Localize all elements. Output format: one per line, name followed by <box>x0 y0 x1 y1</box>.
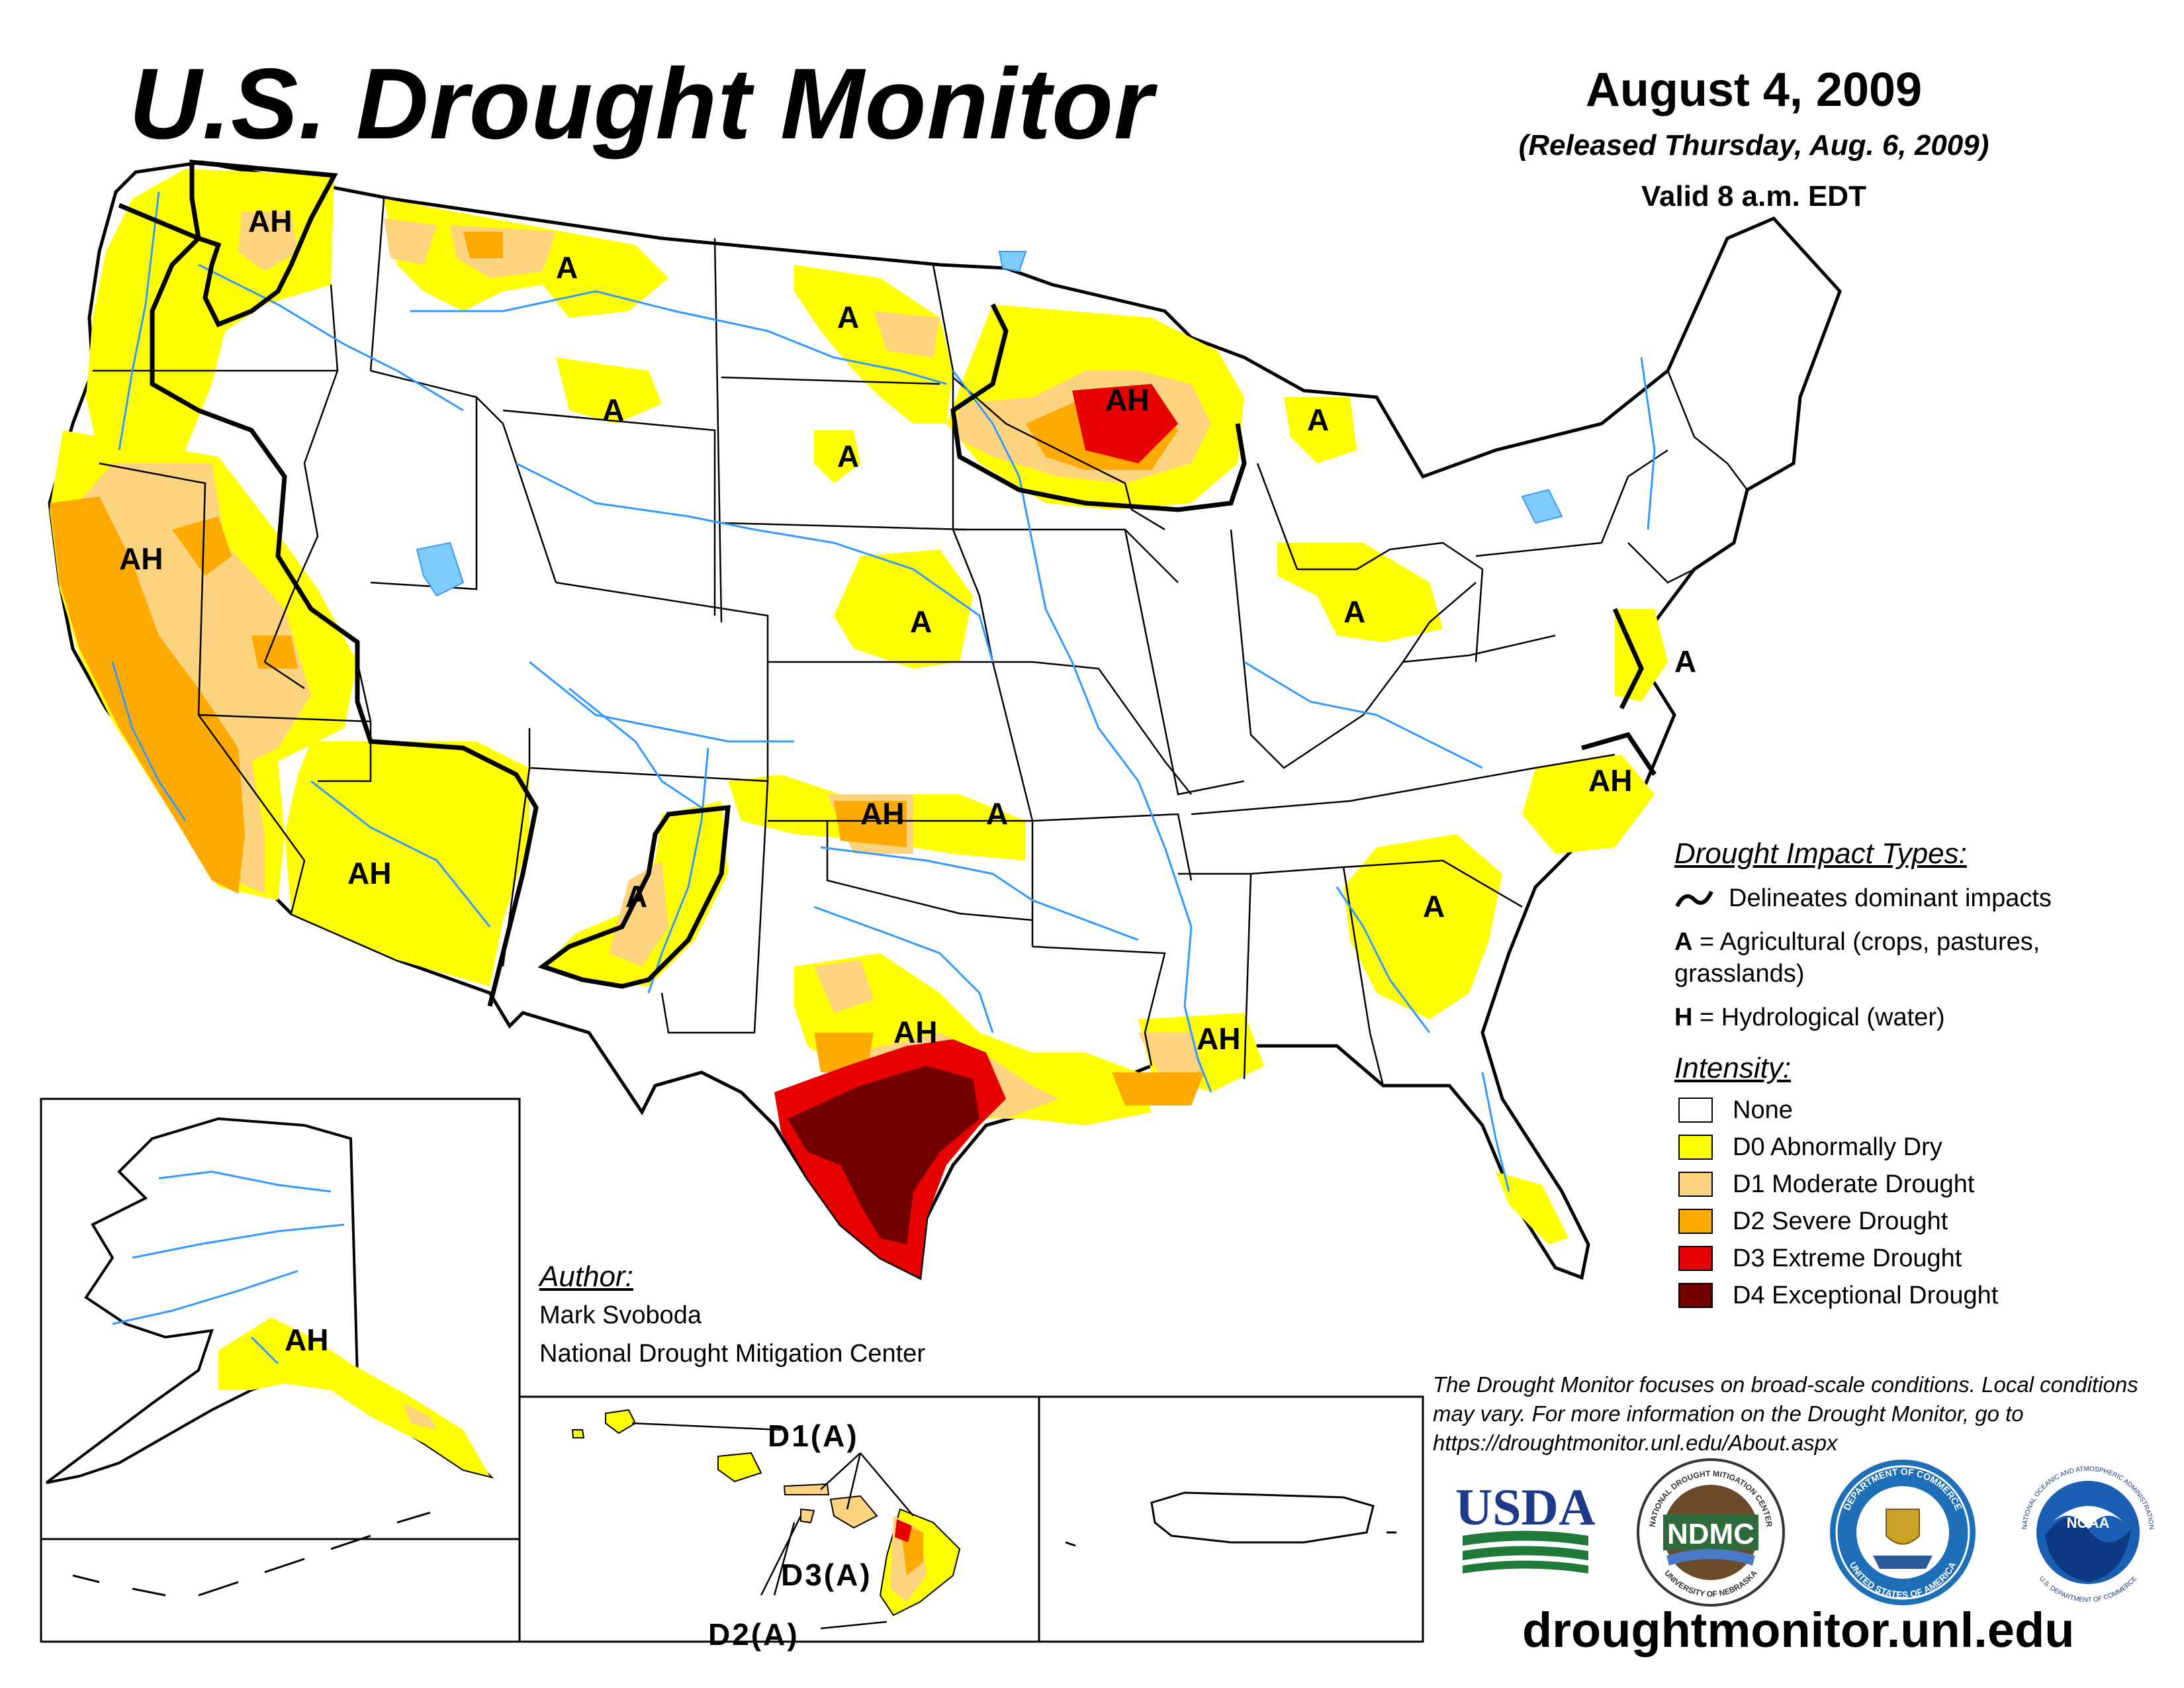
label-ca: AH <box>119 541 163 576</box>
hydrological-key: H <box>1674 1004 1693 1031</box>
label-ne: A <box>910 604 932 639</box>
legend-hydrological-row: H = Hydrological (water) <box>1674 1002 2151 1033</box>
ndmc-logo: NDMC NATIONAL DROUGHT MITIGATION CENTER … <box>1637 1458 1785 1607</box>
impact-types-heading: Drought Impact Types: <box>1674 837 1967 870</box>
label-tx: AH <box>893 1015 937 1049</box>
aleutian-islands <box>72 1511 431 1597</box>
delineation-line-icon <box>1675 890 1713 908</box>
puerto-rico-islets <box>1065 1531 1396 1547</box>
intensity-item: D4 Exceptional Drought <box>1674 1277 2151 1314</box>
state-boundaries <box>93 198 1748 1086</box>
label-nd: A <box>837 300 859 334</box>
site-url[interactable]: droughtmonitor.unl.edu <box>1522 1603 2075 1658</box>
alaska-rivers <box>112 1170 345 1365</box>
intensity-label: D1 Moderate Drought <box>1733 1170 1975 1198</box>
label-nc: AH <box>1588 763 1632 798</box>
legend: Drought Impact Types: Delineates dominan… <box>1674 837 2151 1314</box>
intensity-swatch <box>1678 1135 1713 1160</box>
label-wy: A <box>602 393 624 427</box>
legend-agricultural-row: A = Agricultural (crops, pastures, grass… <box>1674 926 2151 990</box>
intensity-heading: Intensity: <box>1674 1052 1792 1084</box>
intensity-item: D1 Moderate Drought <box>1674 1166 2151 1203</box>
label-ga: A <box>1423 889 1445 923</box>
author-org: National Drought Mitigation Center <box>539 1340 925 1368</box>
hawaii-d3-area <box>895 1519 912 1542</box>
ndmc-wordmark: NDMC <box>1667 1518 1754 1550</box>
label-oh: A <box>1343 594 1365 629</box>
intensity-item: None <box>1674 1092 2151 1129</box>
label-mi: A <box>1307 402 1329 437</box>
page-title: U.S. Drought Monitor <box>129 48 1154 160</box>
intensity-item: D2 Severe Drought <box>1674 1203 2151 1240</box>
release-date: (Released Thursday, Aug. 6, 2009) <box>1518 129 1989 162</box>
d4-exceptional-drought-areas <box>788 1066 979 1244</box>
hawaii-inset-frame <box>518 1395 1040 1643</box>
label-hi-d1: D1(A) <box>768 1419 859 1453</box>
intensity-label: D0 Abnormally Dry <box>1733 1133 1942 1161</box>
rivers <box>111 191 1656 1192</box>
intensity-swatch <box>1678 1246 1713 1271</box>
intensity-label: D3 Extreme Drought <box>1733 1244 1962 1272</box>
map-date: August 4, 2009 <box>1585 64 1923 117</box>
hawaii-leader-lines <box>631 1422 914 1630</box>
noaa-logo: NOAA NATIONAL OCEANIC AND ATMOSPHERIC AD… <box>2014 1458 2162 1607</box>
delineates-label: Delineates dominant impacts <box>1729 884 2052 912</box>
hydrological-label: = Hydrological (water) <box>1692 1004 1945 1031</box>
label-la: AH <box>1197 1021 1240 1056</box>
alaska-d0-area <box>218 1317 490 1476</box>
impact-delineations <box>118 160 1657 1007</box>
intensity-swatch <box>1678 1098 1713 1123</box>
intensity-swatch <box>1678 1209 1713 1234</box>
intensity-label: D4 Exceptional Drought <box>1733 1281 1999 1309</box>
usda-logo: USDA <box>1456 1478 1595 1573</box>
valid-time: Valid 8 a.m. EDT <box>1641 180 1866 212</box>
author-heading: Author: <box>539 1260 633 1293</box>
intensity-swatch <box>1678 1172 1713 1197</box>
intensity-item: D3 Extreme Drought <box>1674 1240 2151 1277</box>
label-md: A <box>1674 644 1696 679</box>
label-ok2: A <box>986 796 1008 831</box>
lakes <box>416 251 1563 597</box>
label-ok: AH <box>860 796 904 831</box>
department-of-commerce-seal: DEPARTMENT OF COMMERCE UNITED STATES OF … <box>1830 1460 1976 1605</box>
intensity-list: None D0 Abnormally Dry D1 Moderate Droug… <box>1674 1092 2151 1314</box>
label-sd: A <box>837 439 859 473</box>
disclaimer-note: The Drought Monitor focuses on broad-sca… <box>1433 1372 2138 1455</box>
author-block: Author: Mark Svoboda National Drought Mi… <box>539 1258 925 1373</box>
noaa-wordmark: NOAA <box>2067 1515 2110 1531</box>
intensity-label: None <box>1733 1096 1793 1124</box>
label-wa: AH <box>248 204 292 238</box>
agricultural-key: A <box>1674 928 1693 956</box>
label-hi-d2: D2(A) <box>708 1617 799 1652</box>
agricultural-label: = Agricultural (crops, pastures, grassla… <box>1674 928 2040 988</box>
usda-wordmark: USDA <box>1456 1478 1595 1536</box>
author-name: Mark Svoboda <box>539 1301 702 1329</box>
label-az: AH <box>347 856 391 890</box>
legend-delineation-row: Delineates dominant impacts <box>1674 882 2151 914</box>
puerto-rico-outline <box>1150 1491 1375 1544</box>
intensity-label: D2 Severe Drought <box>1733 1207 1948 1235</box>
intensity-item: D0 Abnormally Dry <box>1674 1129 2151 1166</box>
label-mn: AH <box>1105 383 1149 417</box>
label-mt: A <box>556 250 578 285</box>
label-hi-d3: D3(A) <box>781 1558 872 1592</box>
intensity-swatch <box>1678 1283 1713 1308</box>
label-ak: AH <box>285 1323 328 1357</box>
label-nm: A <box>625 879 647 914</box>
alaska-d1-area <box>404 1403 437 1430</box>
